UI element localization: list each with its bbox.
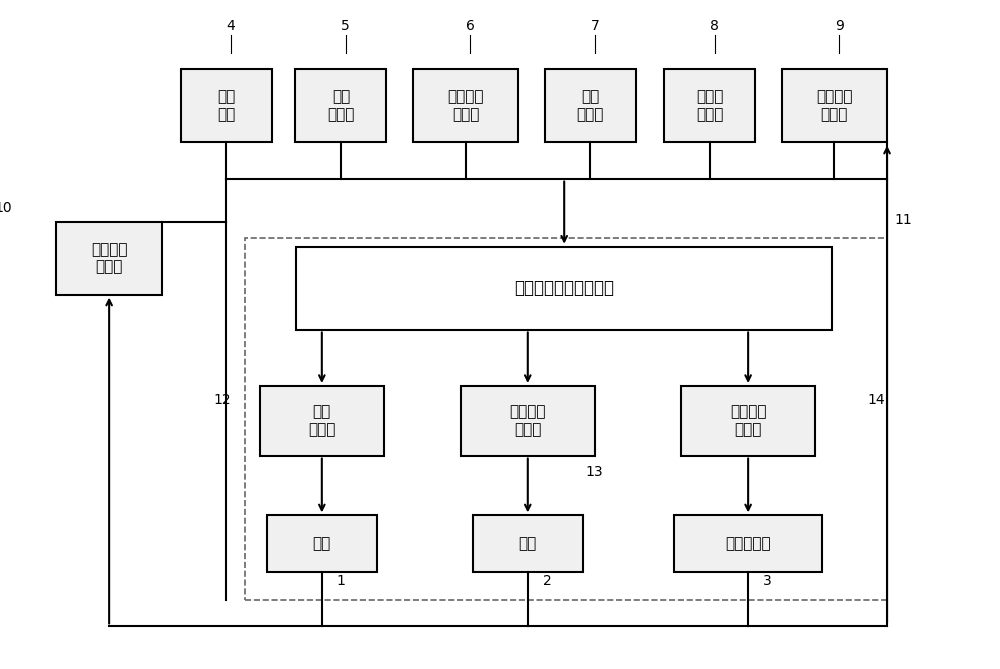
- Bar: [413, 69, 518, 142]
- Bar: [681, 386, 815, 456]
- Text: 8: 8: [710, 19, 719, 33]
- Bar: [473, 515, 583, 572]
- Bar: [245, 238, 887, 600]
- Text: 电机
控制器: 电机 控制器: [308, 405, 336, 437]
- Text: 车轮轮速
传感器: 车轮轮速 传感器: [447, 90, 484, 122]
- Text: 悬架位移
传感器: 悬架位移 传感器: [816, 90, 853, 122]
- Text: 非线性模型预测控制器: 非线性模型预测控制器: [514, 279, 614, 297]
- Text: 悬架: 悬架: [519, 536, 537, 551]
- Text: 2: 2: [543, 574, 551, 588]
- Text: 车速
传感器: 车速 传感器: [327, 90, 355, 122]
- Text: 液压制动
控制器: 液压制动 控制器: [730, 405, 766, 437]
- Text: 12: 12: [213, 393, 231, 407]
- Text: 主动悬架
控制器: 主动悬架 控制器: [510, 405, 546, 437]
- Bar: [295, 69, 386, 142]
- Bar: [56, 221, 162, 294]
- Text: 4: 4: [226, 19, 235, 33]
- Bar: [782, 69, 887, 142]
- Text: 14: 14: [868, 393, 886, 407]
- Bar: [296, 247, 832, 330]
- Text: 3: 3: [763, 574, 772, 588]
- Text: 9: 9: [835, 19, 844, 33]
- Text: 6: 6: [466, 19, 475, 33]
- Text: 转速转矩
传感器: 转速转矩 传感器: [91, 242, 127, 274]
- Bar: [674, 515, 822, 572]
- Text: 7: 7: [590, 19, 599, 33]
- Bar: [181, 69, 272, 142]
- Text: 电机: 电机: [313, 536, 331, 551]
- Text: 13: 13: [585, 465, 603, 479]
- Bar: [664, 69, 755, 142]
- Text: 5: 5: [341, 19, 350, 33]
- Text: 1: 1: [337, 574, 345, 588]
- Text: 液压制动器: 液压制动器: [725, 536, 771, 551]
- Text: 11: 11: [895, 213, 912, 227]
- Text: 加速度
传感器: 加速度 传感器: [696, 90, 724, 122]
- Text: 制动
踏板: 制动 踏板: [217, 90, 235, 122]
- Bar: [267, 515, 377, 572]
- Text: 10: 10: [0, 201, 12, 215]
- Text: 距离
传感器: 距离 传感器: [576, 90, 604, 122]
- Bar: [545, 69, 636, 142]
- Bar: [260, 386, 384, 456]
- Bar: [461, 386, 595, 456]
